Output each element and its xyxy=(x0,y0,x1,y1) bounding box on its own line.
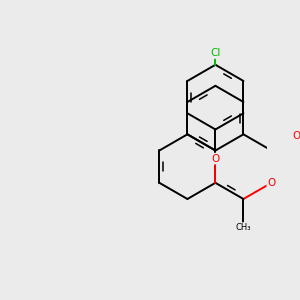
Text: O: O xyxy=(292,131,300,141)
Text: Cl: Cl xyxy=(210,48,220,58)
Text: CH₃: CH₃ xyxy=(236,223,251,232)
Text: O: O xyxy=(267,178,276,188)
Text: O: O xyxy=(211,154,220,164)
